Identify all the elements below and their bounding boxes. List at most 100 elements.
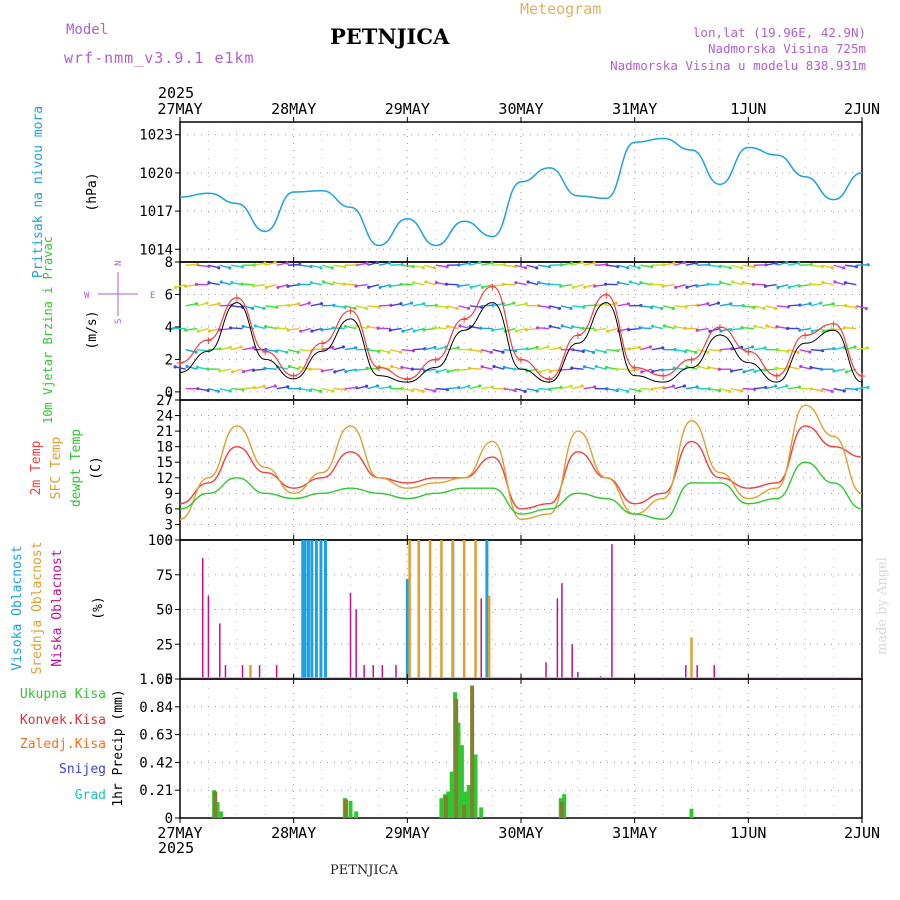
wind-arrow-head <box>239 345 243 349</box>
wind-arrow-head <box>739 266 744 270</box>
compass-n: N <box>114 261 124 266</box>
wind-arrow <box>822 387 833 393</box>
wind-arrow <box>833 368 846 372</box>
wind-arrow-head <box>626 266 630 270</box>
wind-arrow <box>378 348 390 353</box>
wind-arrow <box>800 365 812 370</box>
wind-arrow-head <box>399 302 403 306</box>
mid-cloud-bar <box>462 540 466 679</box>
compass-e: E <box>150 291 155 301</box>
wind-arrow <box>606 348 619 352</box>
wind-arrow-head <box>319 266 323 270</box>
wind-speed-marker: + <box>658 370 667 383</box>
wind-arrow <box>799 348 811 353</box>
total-precip-bar <box>439 798 444 818</box>
wind-speed-marker: + <box>374 362 383 375</box>
wind-arrow <box>230 327 243 330</box>
wind-speed-marker: + <box>715 321 724 334</box>
wind-arrow-head <box>434 280 438 285</box>
wind-arrow-head <box>741 281 745 285</box>
wind-arrow <box>856 347 868 351</box>
mid-cloud-bar <box>451 540 455 679</box>
wind-arrow-head <box>537 281 541 285</box>
mid-cloud-bar <box>487 595 491 679</box>
wind-arrow <box>332 327 345 330</box>
wind-speed-marker: + <box>289 370 298 383</box>
wind-arrow <box>571 385 583 390</box>
high-cloud-bar <box>323 540 327 679</box>
conv-precip-bar <box>343 799 348 818</box>
wind-arrow <box>822 347 835 351</box>
wind-arrow-head <box>240 265 245 269</box>
wind-arrow <box>378 386 391 390</box>
wind-arrow <box>265 348 277 352</box>
mid-cloud-bar <box>408 540 411 679</box>
wind-arrow-head <box>682 384 687 388</box>
wind-arrow <box>515 387 526 393</box>
wind-speed-marker: + <box>801 329 810 342</box>
wind-arrow <box>196 264 209 268</box>
wind-arrow <box>571 261 583 266</box>
y-tick-label: 9 <box>165 486 173 502</box>
wind-arrow <box>492 263 505 266</box>
wind-arrow-head <box>774 306 778 310</box>
wind-arrow <box>537 305 550 309</box>
wind-arrow-head <box>751 345 755 349</box>
wind-arrow-head <box>559 284 563 288</box>
wind-arrow <box>719 387 731 393</box>
y-tick-label: 0.42 <box>139 755 173 771</box>
wind-arrow-head <box>375 384 380 388</box>
wind-arrow-head <box>832 369 836 373</box>
wind-arrow-head <box>387 261 392 265</box>
wind-arrow-head <box>365 261 369 265</box>
wind-arrow <box>787 262 799 266</box>
wind-arrow <box>754 325 766 330</box>
wind-arrow <box>242 347 254 351</box>
wind-arrow <box>356 262 368 266</box>
wind-arrow <box>503 387 516 392</box>
wind-arrow-head <box>819 301 823 305</box>
wind-arrow <box>844 326 857 330</box>
wind-arrow-head <box>467 366 472 370</box>
wind-arrow-head <box>591 350 596 354</box>
wind-arrow <box>776 367 789 370</box>
wind-arrow-head <box>593 328 597 332</box>
wind-arrow <box>583 304 596 307</box>
wind-arrow <box>412 387 424 392</box>
wind-arrow-head <box>478 384 482 388</box>
wind-arrow-head <box>569 306 573 310</box>
wind-arrow-head <box>729 328 733 332</box>
wind-arrow-head <box>787 285 791 289</box>
wind-arrow-head <box>570 366 574 370</box>
wind-arrow-head <box>308 388 313 393</box>
wind-arrow <box>458 368 470 371</box>
wind-arrow <box>368 284 380 288</box>
wind-arrow <box>675 284 686 288</box>
meteogram-label: Meteogram <box>520 0 601 18</box>
wind-arrow <box>300 327 311 332</box>
wind-arrow-head <box>217 266 221 270</box>
wind-arrow-head <box>548 369 552 374</box>
wind-arrow <box>765 385 776 390</box>
wind-arrow-head <box>615 367 619 371</box>
y-tick-label: 15 <box>156 455 173 471</box>
wind-arrow <box>401 387 413 392</box>
wind-arrow <box>458 284 470 287</box>
low-cloud-bar <box>696 665 698 679</box>
wind-arrow <box>185 303 197 307</box>
wind-unit: (m/s) <box>85 310 100 349</box>
wind-arrow-head <box>514 281 518 285</box>
wind-arrow-head <box>513 388 517 393</box>
low-cloud-bar <box>685 665 687 679</box>
legend-total: Ukupna Kisa <box>20 687 106 702</box>
wind-ylabel-text: 10m Vjetar Brzina i Pravac <box>41 236 55 424</box>
wind-arrow <box>527 281 539 286</box>
wind-arrow <box>583 262 595 266</box>
wind-arrow-head <box>547 282 551 286</box>
wind-arrow <box>537 346 549 351</box>
date-label-bottom: 29MAY <box>385 824 430 842</box>
wind-arrow-head <box>354 284 358 288</box>
wind-speed-marker: + <box>687 353 696 366</box>
wind-arrow <box>844 346 856 351</box>
wind-arrow <box>253 305 265 310</box>
